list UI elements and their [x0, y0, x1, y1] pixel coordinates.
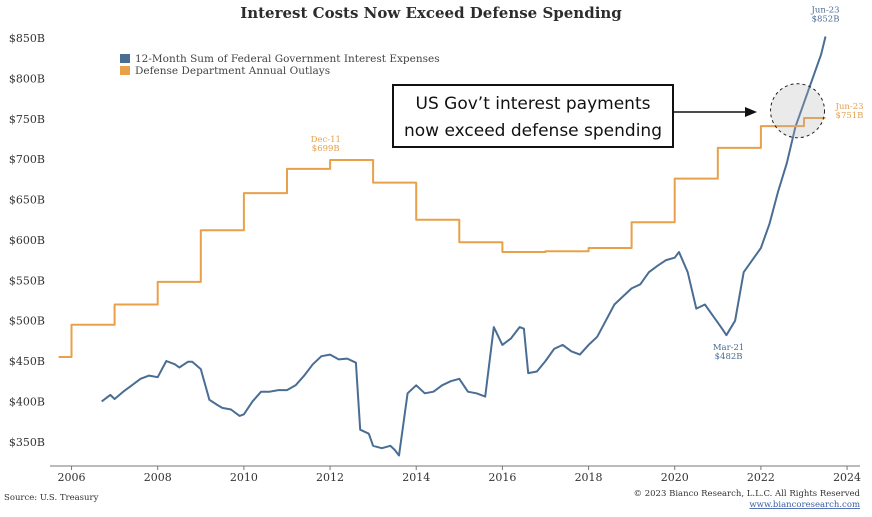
x-tick-label: 2020 [661, 471, 689, 484]
annotation-value: $699B [312, 144, 340, 154]
x-tick-label: 2024 [833, 471, 861, 484]
annotations: Dec-11$699BMar-21$482BJun-23$852BJun-23$… [311, 5, 864, 362]
x-tick-label: 2006 [58, 471, 86, 484]
y-tick-label: $750B [9, 113, 45, 126]
annotation-date: Jun-23 [835, 102, 864, 112]
x-tick-label: 2016 [488, 471, 516, 484]
y-tick-label: $550B [9, 274, 45, 287]
series-layer [58, 36, 827, 457]
legend: 12-Month Sum of Federal Government Inter… [120, 53, 440, 77]
x-tick-label: 2012 [316, 471, 344, 484]
legend-swatch [120, 66, 130, 75]
annotation-date: Mar-21 [713, 343, 745, 353]
callout-line-2: now exceed defense spending [404, 121, 662, 141]
y-tick-label: $400B [9, 395, 45, 408]
annotation-value: $482B [715, 352, 743, 362]
y-tick-label: $500B [9, 315, 45, 328]
x-tick-label: 2010 [230, 471, 258, 484]
y-tick-label: $850B [9, 32, 45, 45]
callout: US Gov’t interest payments now exceed de… [392, 84, 757, 148]
y-tick-label: $350B [9, 436, 45, 449]
annotation-value: $852B [812, 14, 840, 24]
copyright-note: © 2023 Bianco Research, L.L.C. All Right… [634, 489, 861, 499]
legend-swatch [120, 54, 130, 63]
legend-label: Defense Department Annual Outlays [135, 65, 330, 77]
crossover-circle [770, 83, 826, 139]
y-tick-label: $700B [9, 153, 45, 166]
y-tick-label: $450B [9, 355, 45, 368]
y-tick-label: $600B [9, 234, 45, 247]
legend-label: 12-Month Sum of Federal Government Inter… [135, 53, 440, 65]
x-tick-label: 2018 [575, 471, 603, 484]
y-tick-label: $800B [9, 72, 45, 85]
x-tick-label: 2022 [747, 471, 775, 484]
annotation-date: Dec-11 [311, 135, 341, 145]
source-note: Source: U.S. Treasury [4, 493, 99, 503]
callout-line-1: US Gov’t interest payments [416, 94, 651, 114]
annotation-date: Jun-23 [811, 5, 840, 15]
y-tick-label: $650B [9, 194, 45, 207]
callout-box [392, 84, 674, 148]
chart-title: Interest Costs Now Exceed Defense Spendi… [240, 4, 622, 22]
annotation-value: $751B [836, 111, 864, 121]
x-tick-label: 2008 [144, 471, 172, 484]
series-line-0 [101, 36, 827, 457]
crossover-highlight [770, 83, 826, 139]
x-axis: 2006 2008 2010 2012 2014 2016 2018 2020 2022 2024 [58, 466, 861, 484]
website-link[interactable]: www.biancoresearch.com [749, 500, 860, 510]
y-axis: $350B $400B $450B $500B $550B $600B $650B $700B… [9, 32, 45, 449]
callout-arrow-head [745, 107, 757, 117]
series-line-1 [58, 117, 826, 358]
x-tick-label: 2014 [402, 471, 430, 484]
